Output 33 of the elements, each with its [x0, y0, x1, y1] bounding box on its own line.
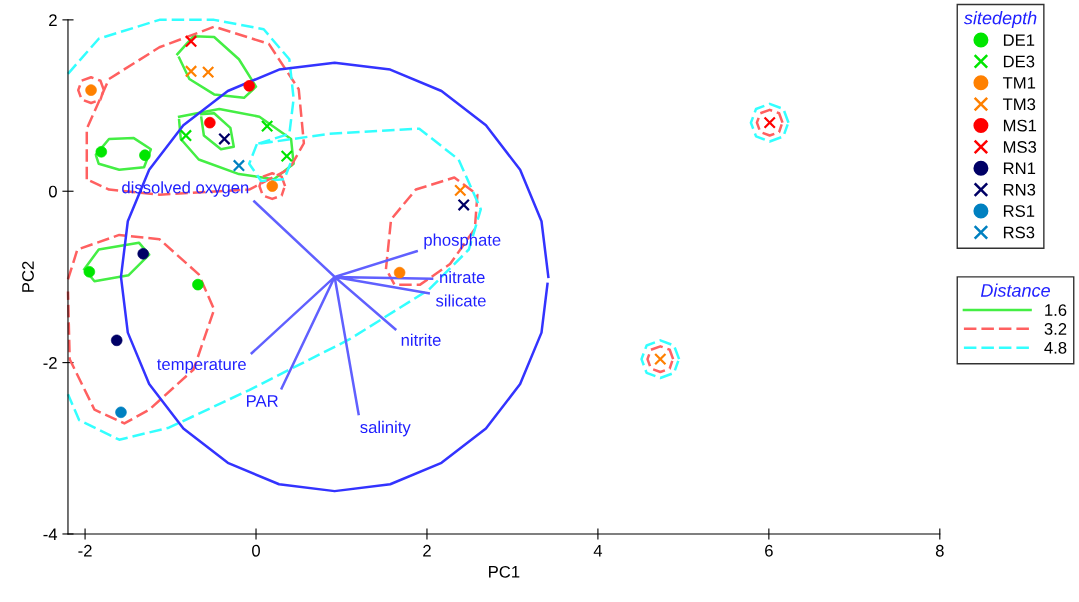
annotation: salinity: [360, 420, 411, 437]
legend-label: 4.8: [1044, 341, 1067, 354]
legend-label: TM3: [1002, 98, 1036, 111]
x-tick-label: 2: [423, 544, 431, 557]
y-tick-label: -2: [43, 357, 57, 369]
y-tick-label: 0: [48, 185, 57, 198]
legend-label: DE1: [1003, 34, 1035, 46]
legend-label: RN1: [1003, 162, 1036, 175]
annotation: PAR: [247, 395, 278, 407]
text: Distance: [980, 283, 1050, 297]
annotation: nitrate: [440, 270, 485, 284]
x-tick-label: -2: [78, 544, 92, 557]
x-axis-title: PC1: [489, 565, 520, 578]
legend-label: RS3: [1003, 226, 1035, 239]
legend-title: sitedepth: [963, 11, 1037, 28]
legend-label: TM1: [1002, 77, 1036, 89]
legend-label: MS1: [1003, 119, 1037, 132]
x-tick-label: 4: [593, 545, 603, 557]
y-tick-label: 2: [49, 14, 57, 26]
y-tick-label: -4: [43, 528, 58, 541]
x-tick-label: 8: [935, 544, 944, 557]
annotation: silicate: [435, 294, 486, 307]
legend-label: 1.6: [1045, 304, 1067, 316]
legend-label: 3.2: [1044, 323, 1067, 335]
y-axis-title: PC2: [22, 261, 34, 292]
legend-label: MS3: [1003, 141, 1037, 153]
x-tick-label: 6: [765, 544, 773, 557]
legend-label: DE3: [1003, 55, 1035, 68]
legend-label: RN3: [1003, 183, 1036, 196]
annotation: nitrite: [401, 333, 441, 346]
x-tick-label: 0: [252, 544, 260, 557]
legend-label: RS1: [1003, 205, 1035, 217]
annotation: phosphate: [424, 233, 501, 250]
